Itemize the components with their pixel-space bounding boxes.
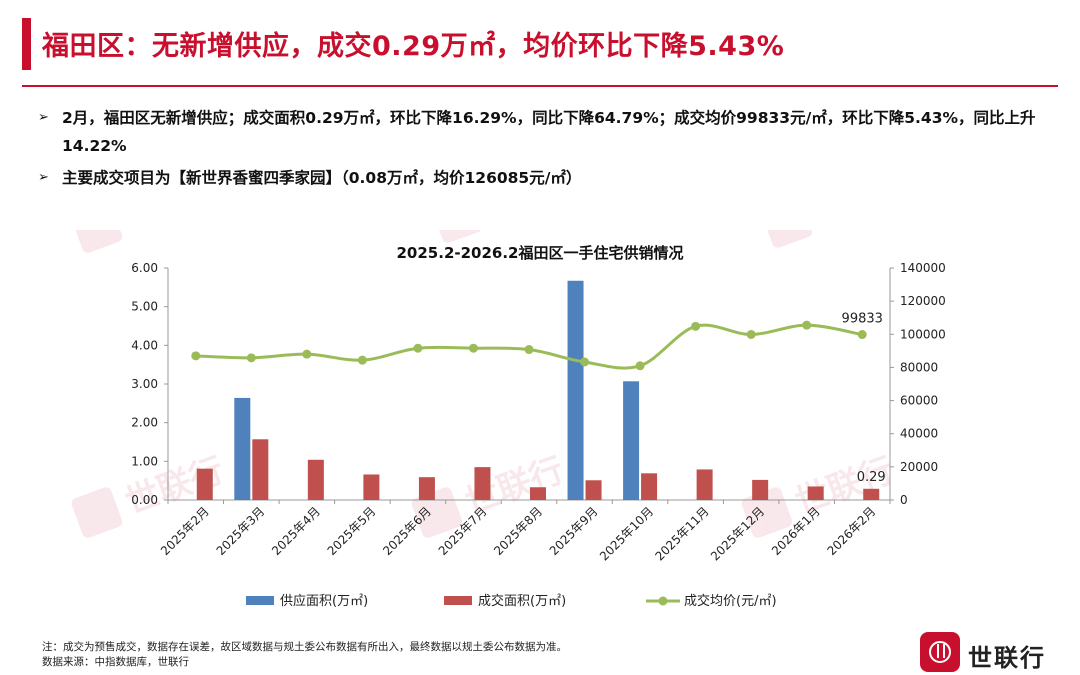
- x-tick-label: 2025年10月: [597, 504, 656, 563]
- logo-text: 世联行: [968, 644, 1046, 672]
- left-tick-label: 0.00: [131, 493, 158, 507]
- x-tick-label: 2025年4月: [269, 504, 323, 558]
- summary-bullets: ➢ 2月，福田区无新增供应；成交面积0.29万㎡，环比下降16.29%，同比下降…: [38, 104, 1038, 192]
- deal-bar: [252, 439, 269, 500]
- watermark-emblem-icon: [761, 197, 813, 248]
- right-y-axis: 0 20000 40000 60000 80000 100000 120000 140000: [889, 261, 946, 507]
- page-title: 福田区：无新增供应，成交0.29万㎡，均价环比下降5.43%: [42, 31, 785, 62]
- left-tick-label: 4.00: [131, 338, 158, 352]
- deal-data-label: 0.29: [857, 470, 886, 485]
- price-point: [580, 357, 590, 367]
- x-tick-label: 2026年2月: [824, 504, 878, 558]
- right-tick-label: 120000: [900, 294, 946, 308]
- legend-label-deal: 成交面积(万㎡): [478, 593, 566, 609]
- x-tick-label: 2025年11月: [652, 504, 711, 563]
- deal-bar: [363, 474, 380, 500]
- watermark-text: 世联行: [120, 230, 230, 238]
- price-point: [635, 361, 645, 371]
- chart-container: 世联行世联行世联行世联行世联行世联行 2025.2-2026.2福田区一手住宅供…: [0, 155, 1080, 620]
- right-tick-label: 140000: [900, 261, 946, 275]
- footnote: 注：成交为预售成交，数据存在误差，故区域数据与规土委公布数据有所出入，最终数据以…: [42, 640, 567, 670]
- watermark: 世联行: [761, 160, 920, 248]
- deal-bar: [530, 487, 546, 500]
- bullet-arrow-icon: ➢: [38, 110, 49, 125]
- deal-bar: [696, 469, 713, 500]
- data-label-layer: 0.29 99833: [842, 312, 886, 485]
- x-tick-label: 2025年9月: [547, 504, 601, 558]
- watermark-emblem-icon: [431, 192, 483, 243]
- watermark-emblem-icon: [71, 487, 123, 538]
- left-tick-label: 2.00: [131, 416, 158, 430]
- bullet-item: ➢ 主要成交项目为【新世界香蜜四季家园】（0.08万㎡，均价126085元/㎡）: [38, 164, 1038, 192]
- right-tick-label: 20000: [900, 460, 938, 474]
- legend-label-price: 成交均价(元/㎡): [684, 593, 777, 609]
- legend-item-deal: 成交面积(万㎡): [444, 593, 566, 609]
- left-tick-label: 6.00: [131, 261, 158, 275]
- deal-bar: [863, 488, 880, 500]
- watermark-text: 世联行: [810, 230, 920, 233]
- bar-series-layer: [196, 280, 880, 500]
- deal-bar: [641, 473, 658, 500]
- x-tick-label: 2025年5月: [325, 504, 379, 558]
- left-y-axis: 0.00 1.00 2.00 3.00 4.00 5.00 6.00: [131, 261, 169, 507]
- deal-bar: [585, 480, 602, 500]
- title-accent-bar: [22, 18, 31, 70]
- deal-bar: [418, 477, 435, 500]
- watermark-emblem-icon: [71, 202, 123, 253]
- supply-bar: [623, 381, 640, 500]
- price-point: [746, 329, 756, 339]
- chart-title: 2025.2-2026.2福田区一手住宅供销情况: [397, 244, 684, 262]
- legend-item-price: 成交均价(元/㎡): [646, 593, 777, 609]
- price-point: [191, 351, 201, 361]
- x-tick-label: 2025年2月: [158, 504, 212, 558]
- legend-swatch-supply: [246, 596, 274, 605]
- logo-emblem-icon: [920, 632, 960, 672]
- supply-deal-chart: 世联行世联行世联行世联行世联行世联行 2025.2-2026.2福田区一手住宅供…: [71, 155, 946, 609]
- price-point: [524, 345, 534, 355]
- legend-item-supply: 供应面积(万㎡): [246, 593, 368, 609]
- bullet-item: ➢ 2月，福田区无新增供应；成交面积0.29万㎡，环比下降16.29%，同比下降…: [38, 104, 1038, 160]
- deal-bar: [307, 459, 324, 500]
- title-divider: [22, 85, 1058, 87]
- right-tick-label: 80000: [900, 360, 938, 374]
- brand-logo: 世联行: [920, 632, 1060, 672]
- deal-bar: [196, 468, 213, 500]
- supply-bar: [234, 397, 251, 500]
- price-point: [802, 320, 812, 330]
- footnote-note: 注：成交为预售成交，数据存在误差，故区域数据与规土委公布数据有所出入，最终数据以…: [42, 641, 567, 653]
- bullet-text: 2月，福田区无新增供应；成交面积0.29万㎡，环比下降16.29%，同比下降64…: [62, 109, 1036, 155]
- footnote-source: 数据来源：中指数据库，世联行: [42, 656, 189, 668]
- right-tick-label: 40000: [900, 427, 938, 441]
- deal-bar: [752, 479, 769, 500]
- chart-legend: 供应面积(万㎡) 成交面积(万㎡) 成交均价(元/㎡): [246, 593, 777, 609]
- legend-swatch-deal: [444, 596, 472, 605]
- bullet-arrow-icon: ➢: [38, 170, 49, 185]
- deal-bar: [807, 486, 824, 500]
- x-tick-label: 2025年3月: [214, 504, 268, 558]
- price-point: [468, 343, 478, 353]
- left-tick-label: 3.00: [131, 377, 158, 391]
- deal-bar: [474, 467, 491, 500]
- bullet-text: 主要成交项目为【新世界香蜜四季家园】（0.08万㎡，均价126085元/㎡）: [62, 169, 582, 187]
- price-point: [691, 321, 701, 331]
- right-tick-label: 100000: [900, 327, 946, 341]
- line-series-layer: [191, 320, 867, 371]
- right-tick-label: 60000: [900, 394, 938, 408]
- legend-swatch-price-marker: [658, 596, 668, 606]
- legend-label-supply: 供应面积(万㎡): [280, 593, 368, 609]
- price-data-label: 99833: [842, 312, 883, 327]
- left-tick-label: 1.00: [131, 454, 158, 468]
- right-tick-label: 0: [900, 493, 908, 507]
- price-point: [246, 353, 256, 363]
- title-bar: 福田区：无新增供应，成交0.29万㎡，均价环比下降5.43%: [0, 0, 1080, 92]
- watermark: 世联行: [71, 165, 230, 253]
- left-tick-label: 5.00: [131, 300, 158, 314]
- price-point: [413, 343, 423, 353]
- price-point: [302, 349, 312, 359]
- supply-bar: [567, 280, 584, 500]
- price-point: [857, 330, 867, 340]
- price-point: [357, 355, 367, 365]
